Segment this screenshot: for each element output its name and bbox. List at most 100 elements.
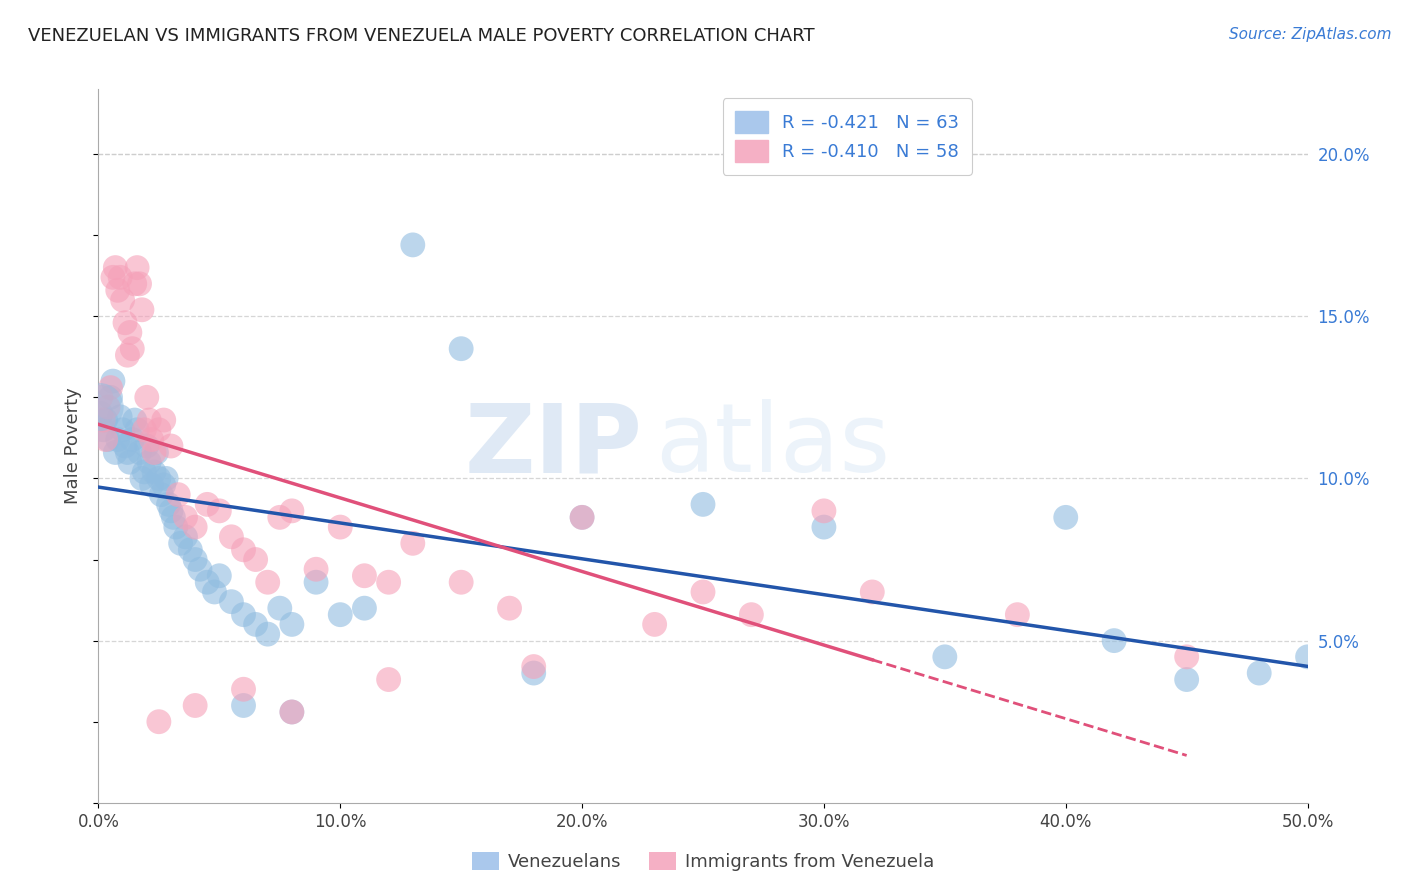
Point: [402, 536, 425, 550]
Point: [165, 520, 187, 534]
Point: [118, 326, 141, 340]
Point: [208, 568, 231, 582]
Point: [184, 698, 207, 713]
Point: [377, 673, 399, 687]
Point: [124, 413, 146, 427]
Point: [498, 601, 520, 615]
Point: [692, 497, 714, 511]
Point: [91, 423, 114, 437]
Point: [281, 504, 304, 518]
Point: [155, 471, 177, 485]
Text: atlas: atlas: [655, 400, 890, 492]
Point: [104, 260, 127, 275]
Point: [169, 536, 191, 550]
Point: [221, 595, 243, 609]
Point: [245, 617, 267, 632]
Point: [101, 374, 124, 388]
Point: [1102, 633, 1125, 648]
Point: [232, 542, 254, 557]
Legend: R = -0.421   N = 63, R = -0.410   N = 58: R = -0.421 N = 63, R = -0.410 N = 58: [723, 98, 972, 175]
Point: [160, 439, 183, 453]
Point: [117, 445, 139, 459]
Point: [143, 445, 166, 459]
Point: [523, 666, 546, 681]
Point: [114, 316, 136, 330]
Point: [188, 562, 211, 576]
Point: [94, 433, 117, 447]
Point: [245, 552, 267, 566]
Point: [450, 342, 472, 356]
Point: [232, 698, 254, 713]
Point: [148, 423, 170, 437]
Point: [450, 575, 472, 590]
Point: [281, 705, 304, 719]
Point: [90, 407, 112, 421]
Point: [128, 445, 150, 459]
Point: [692, 585, 714, 599]
Point: [232, 682, 254, 697]
Point: [813, 520, 835, 534]
Point: [402, 238, 425, 252]
Point: [100, 381, 122, 395]
Point: [1175, 649, 1198, 664]
Point: [124, 277, 146, 291]
Point: [256, 575, 278, 590]
Point: [141, 478, 163, 492]
Point: [118, 455, 141, 469]
Point: [1249, 666, 1271, 681]
Point: [353, 568, 375, 582]
Point: [127, 260, 149, 275]
Point: [232, 607, 254, 622]
Legend: Venezuelans, Immigrants from Venezuela: Venezuelans, Immigrants from Venezuela: [465, 845, 941, 879]
Point: [127, 423, 149, 437]
Point: [813, 504, 835, 518]
Point: [131, 302, 153, 317]
Point: [269, 510, 291, 524]
Point: [195, 575, 218, 590]
Point: [377, 575, 399, 590]
Point: [100, 390, 122, 404]
Point: [740, 607, 762, 622]
Point: [281, 617, 304, 632]
Point: [860, 585, 883, 599]
Point: [152, 413, 174, 427]
Point: [571, 510, 593, 524]
Point: [167, 488, 190, 502]
Point: [97, 400, 120, 414]
Point: [221, 530, 243, 544]
Point: [934, 649, 956, 664]
Point: [179, 542, 201, 557]
Point: [148, 471, 170, 485]
Point: [111, 423, 134, 437]
Point: [91, 413, 114, 427]
Point: [108, 409, 131, 424]
Point: [148, 714, 170, 729]
Point: [281, 705, 304, 719]
Point: [111, 293, 134, 307]
Point: [94, 413, 117, 427]
Point: [174, 510, 197, 524]
Point: [523, 659, 546, 673]
Point: [97, 433, 120, 447]
Point: [121, 342, 143, 356]
Point: [157, 497, 180, 511]
Point: [138, 413, 160, 427]
Point: [134, 423, 156, 437]
Point: [256, 627, 278, 641]
Point: [1054, 510, 1077, 524]
Point: [184, 520, 207, 534]
Y-axis label: Male Poverty: Male Poverty: [65, 388, 83, 504]
Point: [160, 504, 183, 518]
Point: [90, 390, 112, 404]
Point: [143, 465, 166, 479]
Point: [150, 488, 173, 502]
Point: [184, 552, 207, 566]
Point: [89, 400, 111, 414]
Point: [131, 471, 153, 485]
Point: [162, 510, 184, 524]
Point: [135, 439, 157, 453]
Point: [145, 445, 167, 459]
Text: VENEZUELAN VS IMMIGRANTS FROM VENEZUELA MALE POVERTY CORRELATION CHART: VENEZUELAN VS IMMIGRANTS FROM VENEZUELA …: [28, 27, 814, 45]
Point: [305, 575, 328, 590]
Point: [138, 455, 160, 469]
